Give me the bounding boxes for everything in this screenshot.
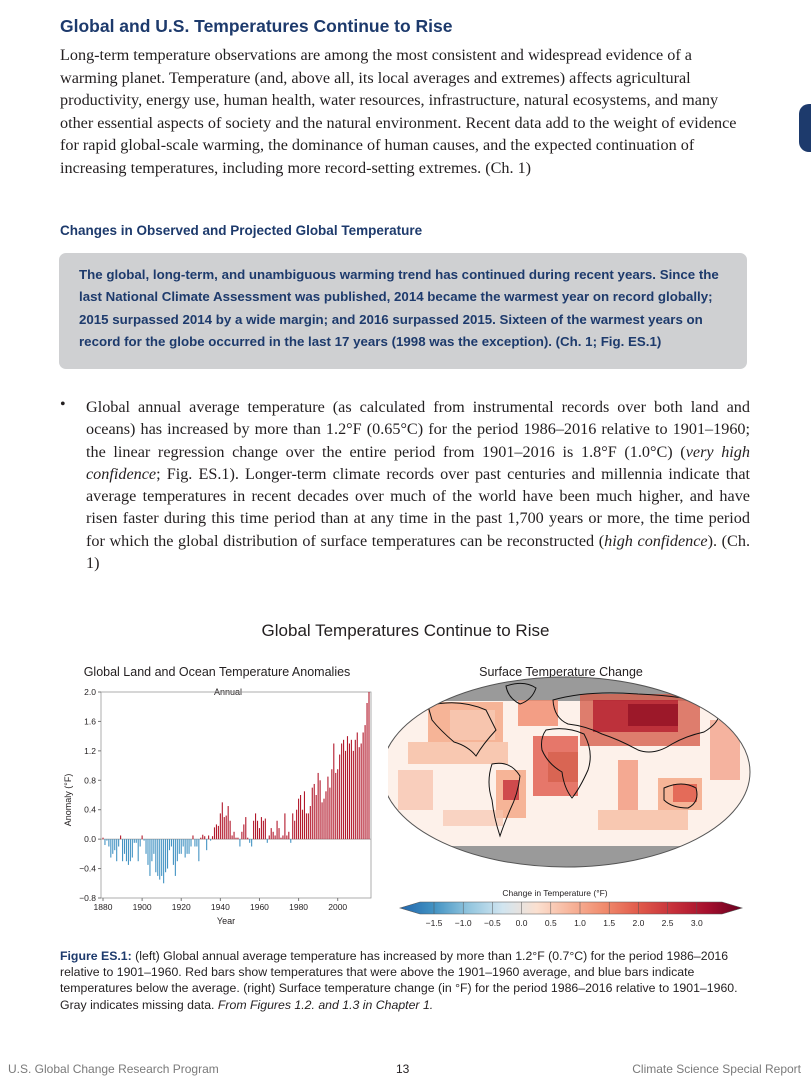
- colorbar-tick-label: 3.0: [691, 918, 703, 928]
- plot-frame: [100, 691, 372, 899]
- bullet-text-a: Global annual average temperature (as ca…: [86, 398, 750, 461]
- missing-data-south: [388, 846, 750, 867]
- colorbar-tick-label: −1.0: [455, 918, 472, 928]
- bullet-text-c: ). (Ch. 1): [86, 531, 750, 573]
- australia-outline: [663, 783, 698, 809]
- colorbar: [398, 901, 744, 915]
- colorbar-label: Change in Temperature (°F): [502, 888, 607, 898]
- temperature-anomaly-chart: Global Land and Ocean Temperature Anomal…: [63, 665, 372, 926]
- figure-title: Global Temperatures Continue to Rise: [261, 621, 550, 640]
- y-tick-label: 1.2: [84, 746, 96, 756]
- y-tick-label: 2.0: [84, 687, 96, 697]
- right-chart-title: Surface Temperature Change: [479, 665, 643, 679]
- y-axis: 2.0 1.6 1.2 0.8 0.4 0.0 −0.4 −0.8: [79, 687, 101, 903]
- confidence-very-high: very high confidence: [86, 442, 750, 483]
- y-tick-label: 0.8: [84, 775, 96, 785]
- y-tick-label: 1.6: [84, 716, 96, 726]
- caption-source: From Figures 1.2. and 1.3 in Chapter 1.: [217, 997, 434, 1012]
- x-tick-label: 1880: [94, 902, 113, 912]
- north-america-outline: [427, 702, 497, 757]
- colorbar-tick-label: 2.0: [632, 918, 644, 928]
- x-axis-label: Year: [217, 916, 235, 926]
- colorbar-ticks: −1.5 −1.0 −0.5 0.0 0.5 1.0 1.5 2.0 2.5 3.0: [426, 902, 703, 928]
- bullet-text-b: ; Fig. ES.1). Longer-term climate record…: [86, 464, 750, 550]
- key-finding-text: The global, long-term, and unambiguous w…: [79, 267, 719, 349]
- key-finding-box: The global, long-term, and unambiguous w…: [59, 253, 747, 369]
- y-tick-label: −0.8: [79, 893, 96, 903]
- page-number: 13: [396, 1062, 410, 1076]
- confidence-high: high confidence: [604, 531, 708, 550]
- globe-outline: [388, 676, 751, 868]
- section-heading: Global and U.S. Temperatures Continue to…: [60, 16, 453, 36]
- bars-group: [102, 692, 370, 884]
- bullet-text: Global annual average temperature (as ca…: [86, 396, 750, 574]
- footer-left: U.S. Global Change Research Program: [8, 1062, 219, 1076]
- eurasia-outline: [552, 692, 720, 753]
- y-tick-label: −0.4: [79, 864, 96, 874]
- africa-outline: [541, 728, 591, 799]
- y-axis-label: Anomaly (°F): [63, 774, 73, 827]
- greenland-outline: [505, 682, 537, 705]
- figure-caption: Figure ES.1: (left) Global annual averag…: [60, 948, 750, 1013]
- bullet-dot-icon: •: [60, 396, 66, 413]
- missing-data-north: [388, 677, 750, 701]
- colorbar-tick-label: 0.5: [545, 918, 557, 928]
- caption-text: (left) Global annual average temperature…: [60, 949, 738, 1012]
- intro-paragraph: Long-term temperature observations are a…: [60, 46, 737, 177]
- surface-temperature-map: Surface Temperature Change Change in Tem…: [388, 665, 751, 928]
- x-tick-label: 2000: [328, 902, 347, 912]
- left-chart-title: Global Land and Ocean Temperature Anomal…: [84, 665, 351, 679]
- y-tick-label: 0.0: [84, 834, 96, 844]
- y-tick-label: 0.4: [84, 805, 96, 815]
- chapter-side-tab: [799, 104, 811, 152]
- x-tick-label: 1980: [289, 902, 308, 912]
- globe: [388, 677, 750, 867]
- caption-label: Figure ES.1:: [60, 949, 132, 963]
- bullet-item: • Global annual average temperature (as …: [60, 396, 750, 574]
- colorbar-tick-label: 2.5: [662, 918, 674, 928]
- subsection-heading: Changes in Observed and Projected Global…: [60, 223, 423, 238]
- colorbar-tick-label: 1.0: [574, 918, 586, 928]
- colorbar-tick-label: −0.5: [484, 918, 501, 928]
- colorbar-tick-label: −1.5: [426, 918, 443, 928]
- x-tick-label: 1920: [172, 902, 191, 912]
- footer-right: Climate Science Special Report: [632, 1062, 801, 1076]
- colorbar-tick-label: 0.0: [516, 918, 528, 928]
- x-axis: 1880 1900 1920 1940 1960 1980 2000: [94, 898, 347, 912]
- x-tick-label: 1940: [211, 902, 230, 912]
- x-tick-label: 1900: [133, 902, 152, 912]
- x-tick-label: 1960: [250, 902, 269, 912]
- colorbar-tick-label: 1.5: [603, 918, 615, 928]
- south-america-outline: [488, 762, 521, 838]
